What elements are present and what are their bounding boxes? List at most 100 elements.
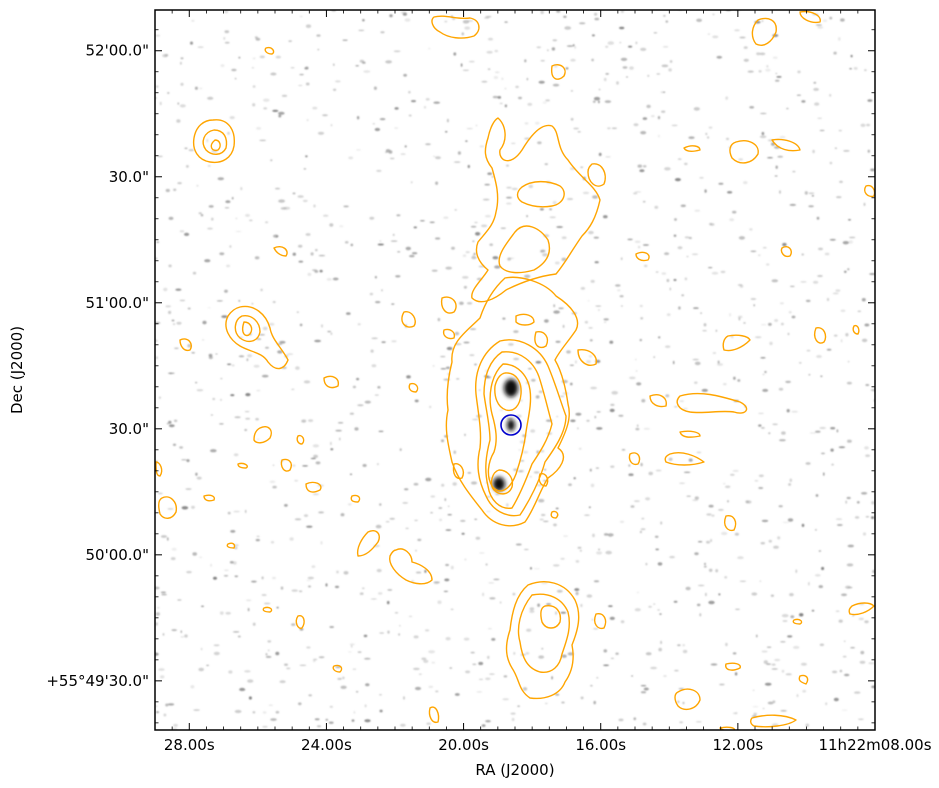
noise-speckle (559, 395, 565, 397)
noise-speckle (425, 629, 430, 632)
noise-speckle (725, 96, 729, 100)
x-tick-label: 11h22m08.00s (818, 736, 931, 754)
noise-speckle (610, 403, 615, 406)
noise-speckle (699, 613, 702, 617)
noise-speckle (219, 423, 224, 425)
noise-speckle (363, 634, 368, 638)
noise-speckle (413, 635, 419, 639)
noise-speckle (475, 232, 481, 236)
noise-speckle (738, 158, 743, 161)
noise-speckle (727, 191, 733, 194)
noise-speckle (588, 506, 591, 509)
noise-speckle (813, 87, 819, 91)
noise-speckle (864, 323, 870, 327)
radio-contours (155, 10, 875, 730)
noise-speckle (196, 389, 204, 392)
noise-speckle (394, 612, 399, 614)
noise-speckle (472, 663, 477, 666)
noise-speckle (295, 366, 300, 370)
noise-speckle (563, 15, 567, 18)
noise-speckle (858, 718, 864, 720)
noise-speckle (743, 58, 749, 62)
noise-speckle (607, 127, 611, 130)
noise-speckle (655, 271, 659, 273)
noise-speckle (796, 94, 802, 96)
contour-blob (722, 334, 751, 352)
noise-speckle (796, 694, 799, 698)
noise-speckle (684, 236, 690, 239)
noise-speckle (506, 196, 512, 199)
source-position-marker (500, 414, 522, 436)
noise-speckle (708, 126, 713, 129)
noise-speckle (207, 227, 213, 230)
noise-speckle (833, 51, 837, 55)
noise-speckle (428, 650, 435, 654)
contour-blob (179, 338, 192, 352)
noise-speckle (438, 507, 443, 509)
noise-speckle (196, 476, 202, 480)
noise-speckle (469, 60, 475, 63)
noise-speckle (780, 710, 787, 712)
noise-speckle (350, 243, 354, 247)
noise-speckle (674, 178, 681, 182)
noise-speckle (785, 380, 791, 384)
noise-speckle (346, 312, 351, 315)
noise-speckle (708, 504, 714, 508)
noise-speckle (779, 190, 781, 194)
contour-blob (683, 145, 701, 153)
noise-speckle (636, 382, 642, 386)
noise-speckle (349, 412, 354, 415)
noise-speckle (725, 642, 728, 647)
noise-speckle (679, 721, 684, 724)
noise-speckle (256, 535, 260, 538)
noise-speckle (181, 459, 187, 461)
noise-speckle (633, 500, 640, 502)
noise-speckle (321, 324, 323, 328)
noise-speckle (528, 368, 532, 370)
noise-speckle (256, 338, 262, 340)
noise-speckle (481, 224, 488, 228)
noise-speckle (684, 277, 688, 281)
noise-speckle (627, 238, 633, 241)
noise-speckle (592, 195, 598, 199)
noise-speckle (815, 430, 821, 433)
noise-speckle (330, 448, 334, 451)
noise-speckle (816, 355, 822, 358)
noise-speckle (155, 586, 160, 590)
noise-speckle (829, 16, 833, 20)
noise-speckle (847, 586, 853, 589)
noise-speckle (590, 684, 593, 687)
noise-speckle (410, 181, 413, 184)
noise-speckle (561, 236, 567, 239)
noise-speckle (734, 672, 738, 676)
noise-speckle (770, 594, 775, 597)
noise-speckle (179, 446, 184, 449)
noise-speckle (775, 165, 778, 169)
noise-speckle (732, 210, 737, 214)
noise-speckle (821, 452, 825, 455)
noise-speckle (705, 592, 707, 597)
x-tick-label: 28.00s (164, 736, 215, 754)
noise-speckle (513, 652, 516, 655)
noise-speckle (385, 520, 390, 523)
noise-speckle (739, 36, 746, 39)
noise-speckle (235, 230, 242, 233)
noise-speckle (262, 711, 267, 714)
noise-speckle (867, 99, 873, 102)
noise-speckle (482, 592, 485, 597)
noise-speckle (392, 233, 395, 236)
y-tick-label: 50'00.0" (85, 546, 149, 564)
noise-speckle (356, 149, 361, 151)
noise-speckle (224, 207, 230, 209)
noise-speckle (298, 702, 302, 706)
noise-speckle (245, 213, 250, 217)
noise-speckle (158, 668, 165, 671)
noise-speckle (485, 563, 488, 566)
noise-speckle (184, 232, 190, 236)
noise-speckle (228, 670, 233, 674)
noise-speckle (491, 638, 496, 641)
noise-speckle (180, 630, 183, 633)
noise-speckle (390, 240, 398, 242)
noise-speckle (265, 346, 269, 349)
noise-speckle (450, 565, 454, 570)
